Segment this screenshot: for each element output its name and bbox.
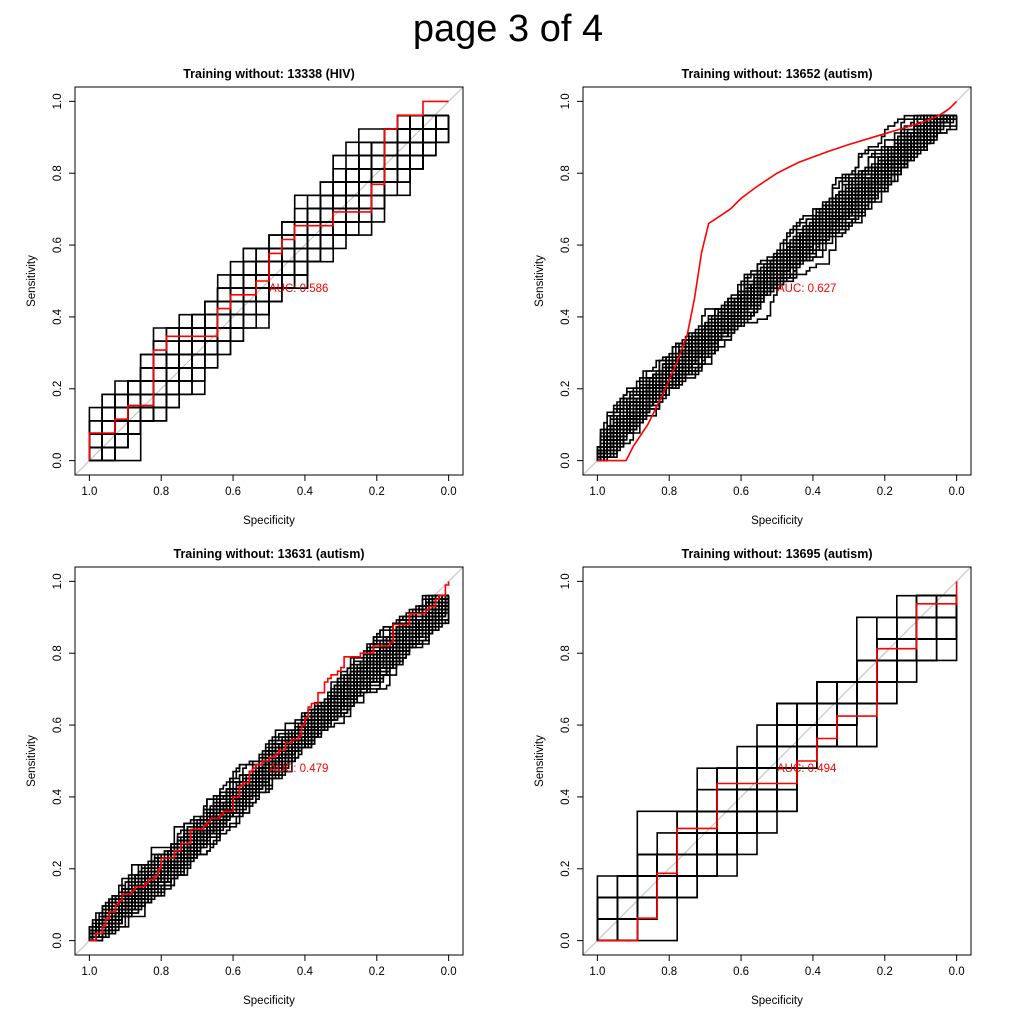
plot-title: Training without: 13652 (autism) [682,67,873,81]
x-tick-label: 0.2 [877,966,893,978]
y-tick-label: 1.0 [52,93,64,109]
y-tick-label: 0.0 [560,933,572,949]
auc-label: AUC: 0.494 [777,763,837,775]
plot-frame [582,86,972,476]
x-tick-label: 0.2 [877,486,893,498]
x-tick-label: 0.8 [661,486,677,498]
x-tick-label: 0.8 [153,966,169,978]
x-tick-label: 1.0 [81,966,97,978]
y-tick-label: 1.0 [560,93,572,109]
y-axis-label: Sensitivity [26,735,38,787]
x-axis-label: Specificity [751,995,803,1007]
x-tick-label: 0.2 [369,966,385,978]
y-tick-label: 0.2 [560,381,572,397]
y-tick-label: 0.0 [52,453,64,469]
y-tick-label: 0.0 [560,453,572,469]
x-tick-label: 0.8 [661,966,677,978]
plot-title: Training without: 13338 (HIV) [183,67,355,81]
x-tick-label: 0.0 [441,966,457,978]
x-tick-label: 0.8 [153,486,169,498]
auc-label: AUC: 0.627 [777,283,836,295]
x-axis-label: Specificity [751,515,803,527]
y-tick-label: 0.6 [560,237,572,253]
plot-title: Training without: 13631 (autism) [174,547,365,561]
y-tick-label: 0.8 [52,165,64,181]
heldout-roc-curve [597,100,958,462]
y-tick-label: 1.0 [560,573,572,589]
y-tick-label: 0.4 [560,308,572,325]
auc-label: AUC: 0.586 [269,283,328,295]
x-tick-label: 0.6 [733,486,749,498]
y-tick-label: 0.8 [52,645,64,661]
heldout-roc-curve [88,100,449,461]
x-tick-label: 1.0 [589,486,605,498]
y-tick-label: 0.4 [52,788,64,805]
x-tick-label: 0.4 [297,486,314,498]
x-tick-label: 0.2 [369,486,385,498]
heldout-roc-curve [597,581,958,942]
y-tick-label: 0.8 [560,165,572,181]
plot-frame [582,566,972,956]
bootstrap-roc-curve [596,114,957,461]
bootstrap-roc-curve [596,114,957,461]
heldout-roc-curve [89,581,450,942]
x-axis-label: Specificity [243,515,295,527]
x-tick-label: 0.0 [441,486,457,498]
x-tick-label: 0.6 [225,486,241,498]
x-tick-label: 1.0 [589,966,605,978]
y-axis-label: Sensitivity [534,735,546,787]
bootstrap-roc-curve [88,114,449,461]
x-tick-label: 0.4 [805,966,822,978]
y-tick-label: 0.6 [560,717,572,733]
y-tick-label: 0.0 [52,933,64,949]
page-title: page 3 of 4 [412,8,604,50]
y-tick-label: 0.6 [52,717,64,733]
x-tick-label: 0.0 [949,966,965,978]
x-tick-label: 0.6 [733,966,749,978]
y-tick-label: 0.2 [560,861,572,877]
x-tick-label: 0.6 [225,966,241,978]
y-tick-label: 0.8 [560,645,572,661]
plot-title: Training without: 13695 (autism) [682,547,873,561]
plot-frame [74,566,464,956]
x-tick-label: 1.0 [81,486,97,498]
auc-label: AUC: 0.479 [269,763,328,775]
x-tick-label: 0.4 [805,486,822,498]
x-tick-label: 0.0 [949,486,965,498]
y-tick-label: 0.2 [52,381,64,397]
plot-frame [74,86,464,476]
bootstrap-roc-curve [596,595,958,941]
y-tick-label: 0.4 [52,308,64,325]
y-tick-label: 1.0 [52,573,64,589]
x-axis-label: Specificity [243,995,295,1007]
y-axis-label: Sensitivity [534,255,546,307]
y-axis-label: Sensitivity [26,255,38,307]
y-tick-label: 0.4 [560,788,572,805]
y-tick-label: 0.2 [52,861,64,877]
x-tick-label: 0.4 [297,966,314,978]
y-tick-label: 0.6 [52,237,64,253]
bootstrap-roc-curve [88,595,450,941]
